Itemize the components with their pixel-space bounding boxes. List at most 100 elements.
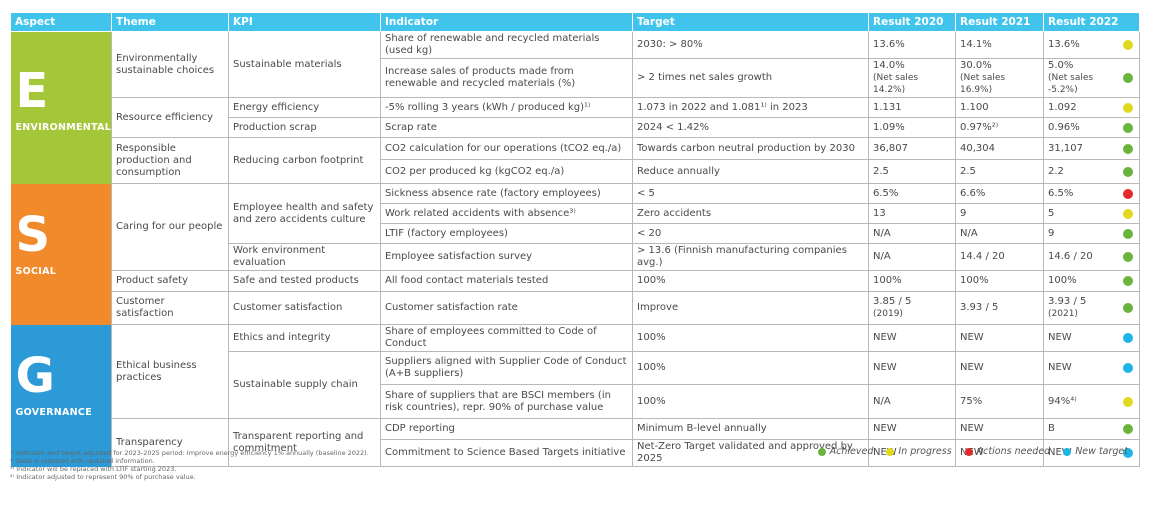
result-value: 3.93 / 5 [1048,296,1087,307]
result-value: NEW [960,423,984,434]
result-2020-cell: 3.85 / 5 (2019) [868,291,956,325]
result-2021-cell: 100% [955,270,1044,292]
result-value: 40,304 [960,142,995,154]
status-dot-icon [1123,303,1133,313]
result-2022-cell: 9 [1043,223,1140,244]
result-2021-cell: 30.0% (Net sales 16.9%) [955,58,1044,98]
status-legend: Achieved In progress Actions needed New … [817,446,1128,457]
result-2022-cell: 5 [1043,203,1140,224]
indicator-cell: LTIF (factory employees) [380,223,633,244]
table-row: LTIF (factory employees) < 20 N/A N/A 9 [11,223,1140,244]
result-2020-cell: 1.09% [868,117,956,138]
result-2022-cell: 5.0% (Net sales -5.2%) [1043,58,1140,98]
table-row: Increase sales of products made from ren… [11,58,1140,98]
esg-targets-table: Aspect Theme KPI Indicator Target Result… [10,12,1140,467]
result-2021-cell: NEW [955,351,1044,385]
table-row: Share of suppliers that are BSCI members… [11,384,1140,419]
indicator-cell: Share of renewable and recycled material… [380,31,633,59]
status-dot-icon [1123,396,1133,407]
table-row: Resource efficiency Energy efficiency -5… [11,97,1140,138]
result-2020-cell: 13 [868,203,956,224]
result-2020-cell: 100% [868,270,956,292]
legend-item-actions-needed: Actions needed [964,446,1051,457]
target-cell: Towards carbon neutral production by 203… [632,137,869,160]
table-row: Responsible production and consumption R… [11,137,1140,184]
result-2021-cell: 14.4 / 20 [955,243,1044,271]
result-value: 1.131 [873,101,902,113]
indicator-cell: CDP reporting [380,418,633,440]
footnotes: ¹⁾ Indicator and target adjusted for 202… [10,449,369,481]
indicator-cell: Suppliers aligned with Supplier Code of … [380,351,633,385]
footnote: ²⁾ Data is restated with updated informa… [10,457,155,465]
theme-cell: Environmentally sustainable choices [111,31,229,98]
aspect-letter: G [15,347,55,404]
theme-cell: Ethical business practices [111,324,229,419]
result-2022-cell: 94%⁴⁾ [1043,384,1140,419]
legend-label: Achieved [829,446,874,457]
result-2020-cell: N/A [868,384,956,419]
table-row: Commitment to Science Based Targets init… [11,439,1140,467]
result-2020-cell: 1.131 [868,97,956,118]
target-cell: < 5 [632,183,869,204]
status-dot-icon [1123,122,1133,133]
result-2021-cell: 3.93 / 5 [955,291,1044,325]
result-value: N/A [873,251,891,262]
result-value: 13 [873,207,886,219]
kpi-cell: Ethics and integrity [228,324,381,352]
result-value: 1.09% [873,121,905,133]
result-value: 6.6% [960,187,986,199]
result-note: (2021) [1048,309,1078,319]
result-value: 6.5% [873,187,899,199]
result-2021-cell: N/A [955,223,1044,244]
table-row: Transparency Transparent reporting and c… [11,418,1140,467]
kpi-cell: Employee health and safety and zero acci… [228,183,381,244]
target-cell: Net-Zero Target validated and approved b… [632,439,869,467]
kpi-cell: Safe and tested products [228,270,381,292]
legend-label: Actions needed [976,446,1051,457]
kpi-cell: Sustainable supply chain [228,351,381,419]
result-value: NEW [873,332,897,343]
result-2020-cell: 2.5 [868,159,956,184]
aspect-social: S SOCIAL [10,183,112,325]
status-dot-icon [1123,228,1133,239]
result-note: (Net sales 16.9%) [960,73,1006,95]
result-value: 31,107 [1048,142,1083,154]
result-2022-cell: NEW [1043,439,1140,467]
result-value: 36,807 [873,142,908,154]
indicator-cell: CO2 calculation for our operations (tCO2… [380,137,633,160]
legend-item-new-target: New target [1063,446,1128,457]
legend-item-in-progress: In progress [886,446,952,457]
result-value: 14.1% [960,39,992,50]
result-note: (2019) [873,309,903,319]
result-value: NEW [1048,332,1072,343]
target-cell: Zero accidents [632,203,869,224]
footnote: ¹⁾ Indicator and target adjusted for 202… [10,449,369,457]
result-2022-cell: 1.092 [1043,97,1140,118]
result-value: 94%⁴⁾ [1048,395,1077,407]
header-theme: Theme [111,12,229,32]
result-value: NEW [1048,362,1072,373]
result-2021-cell: 1.100 [955,97,1044,118]
footnote: ⁴⁾ Indicator adjusted to represent 90% o… [10,473,196,481]
green-dot-icon [817,447,826,456]
aspect-name: SOCIAL [15,265,57,277]
result-value: B [1048,423,1055,434]
footnote: ³⁾ Indicator will be replaced with LTIF … [10,465,177,473]
result-value: 13.6% [873,39,905,50]
theme-cell: Product safety [111,270,229,292]
indicator-cell: Share of employees committed to Code of … [380,324,633,352]
result-value: N/A [873,227,891,239]
table-row: S SOCIAL Caring for our people Employee … [10,183,1140,325]
result-2020-cell: NEW [868,324,956,352]
result-value: 5 [1048,207,1055,219]
theme-cell: Customer satisfaction [111,291,229,325]
kpi-cell: Sustainable materials [228,31,381,98]
status-dot-icon [1123,40,1133,50]
table-row: Product safety Safe and tested products … [11,270,1140,292]
result-2022-cell: 2.2 [1043,159,1140,184]
kpi-cell: Work environment evaluation [228,243,381,271]
theme-cell: Transparency [111,418,229,467]
target-cell: > 2 times net sales growth [632,58,869,98]
result-2022-cell: 0.96% [1043,117,1140,138]
target-cell: Minimum B-level annually [632,418,869,440]
